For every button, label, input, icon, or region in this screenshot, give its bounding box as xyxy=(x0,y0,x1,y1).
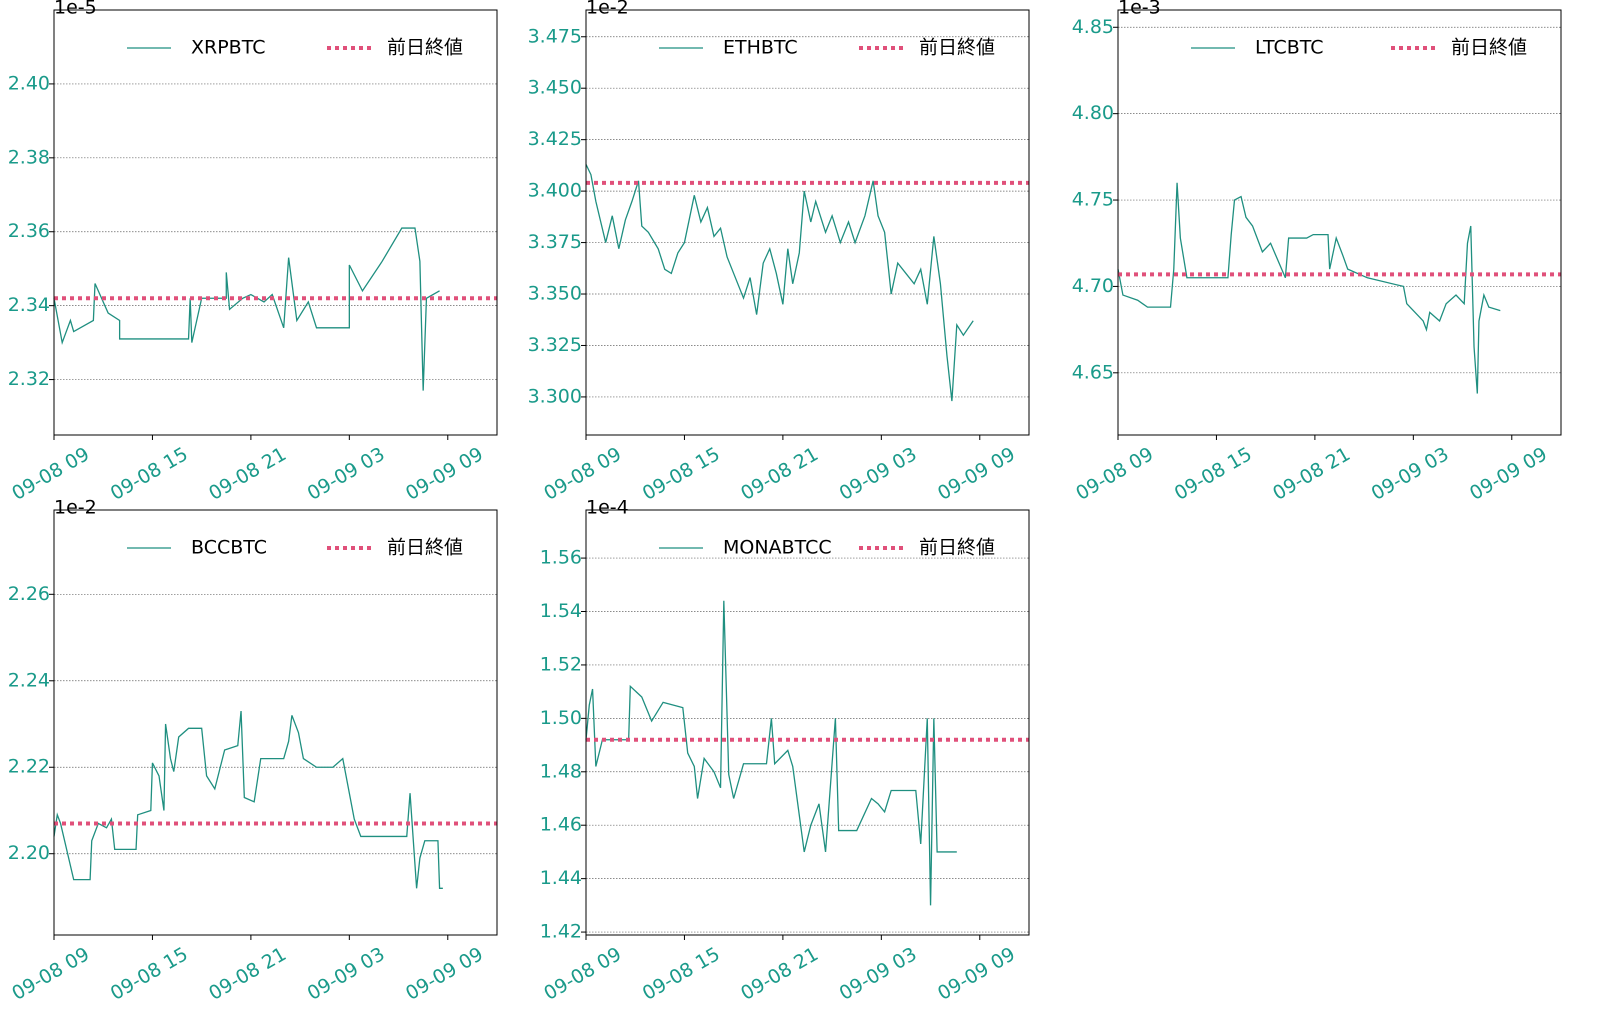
x-tick-label: 09-08 09 xyxy=(540,943,625,1005)
y-tick-label: 3.400 xyxy=(528,180,582,202)
x-tick-label: 09-09 09 xyxy=(934,943,1019,1005)
x-tick-label: 09-09 03 xyxy=(304,443,389,505)
y-tick-label: 1.50 xyxy=(540,707,582,729)
y-tick-label: 3.300 xyxy=(528,385,582,407)
y-tick-label: 4.65 xyxy=(1072,361,1114,383)
x-tick-label: 09-09 09 xyxy=(934,443,1019,505)
y-tick-label: 2.20 xyxy=(8,842,50,864)
plot-frame xyxy=(1117,9,1562,436)
y-tick-label: 2.34 xyxy=(8,294,50,316)
y-tick-label: 1.46 xyxy=(540,814,582,836)
subplot: 1e-3 4.65 4.70 4.75 4.80 4.85 09-08 09 09-08 15… xyxy=(1072,0,1562,505)
x-tick-label: 09-08 09 xyxy=(1072,443,1157,505)
y-tick-label: 2.22 xyxy=(8,756,50,778)
price-line xyxy=(585,600,957,906)
y-tick-label: 2.26 xyxy=(8,583,50,605)
legend-label: 前日終値 xyxy=(1451,37,1527,59)
price-line xyxy=(53,710,443,889)
legend-label: BCCBTC xyxy=(191,537,267,559)
y-tick-label: 3.475 xyxy=(528,25,582,47)
y-tick-label: 3.325 xyxy=(528,334,582,356)
y-tick-label: 1.56 xyxy=(540,547,582,569)
price-line xyxy=(585,164,974,402)
x-tick-label: 09-08 15 xyxy=(107,943,192,1005)
axis-offset-label: 1e-2 xyxy=(54,497,97,519)
axis-offset-label: 1e-5 xyxy=(54,0,97,19)
x-tick-label: 09-08 21 xyxy=(737,443,822,505)
x-tick-label: 09-09 09 xyxy=(402,943,487,1005)
y-tick-label: 3.450 xyxy=(528,77,582,99)
axis-offset-label: 1e-4 xyxy=(586,497,629,519)
axis-offset-label: 1e-3 xyxy=(1118,0,1161,19)
x-tick-label: 09-08 21 xyxy=(205,943,290,1005)
x-tick-label: 09-09 09 xyxy=(1466,443,1551,505)
x-tick-label: 09-08 15 xyxy=(639,943,724,1005)
y-tick-label: 4.80 xyxy=(1072,102,1114,124)
plot-frame xyxy=(585,509,1030,936)
y-tick-label: 4.75 xyxy=(1072,189,1114,211)
x-tick-label: 09-09 03 xyxy=(836,943,921,1005)
subplot: 1e-4 1.42 1.44 1.46 1.48 1.50 1.52 1.54 1.56 09-0… xyxy=(540,497,1030,1005)
price-line xyxy=(1117,182,1501,394)
x-tick-label: 09-09 03 xyxy=(304,943,389,1005)
x-tick-label: 09-08 15 xyxy=(107,443,192,505)
legend-label: 前日終値 xyxy=(919,37,995,59)
y-tick-label: 2.32 xyxy=(8,368,50,390)
y-tick-label: 1.48 xyxy=(540,760,582,782)
y-tick-label: 2.24 xyxy=(8,669,50,691)
price-line xyxy=(53,227,440,391)
x-tick-label: 09-08 09 xyxy=(8,943,93,1005)
y-tick-label: 3.350 xyxy=(528,283,582,305)
plot-frame xyxy=(53,509,498,936)
y-tick-label: 2.40 xyxy=(8,72,50,94)
plot-frame xyxy=(585,9,1030,436)
y-tick-label: 4.85 xyxy=(1072,16,1114,38)
x-tick-label: 09-08 21 xyxy=(737,943,822,1005)
legend-label: ETHBTC xyxy=(723,37,798,59)
y-tick-label: 3.425 xyxy=(528,128,582,150)
x-tick-label: 09-09 09 xyxy=(402,443,487,505)
y-tick-label: 1.54 xyxy=(540,600,582,622)
legend-label: 前日終値 xyxy=(919,537,995,559)
x-tick-label: 09-08 15 xyxy=(639,443,724,505)
x-tick-label: 09-09 03 xyxy=(1368,443,1453,505)
y-tick-label: 3.375 xyxy=(528,231,582,253)
x-tick-label: 09-08 15 xyxy=(1171,443,1256,505)
axis-offset-label: 1e-2 xyxy=(586,0,629,19)
y-tick-label: 1.52 xyxy=(540,653,582,675)
subplot: 1e-2 3.300 3.325 3.350 3.375 3.400 3.425 3.450 3… xyxy=(528,0,1030,505)
legend-label: XRPBTC xyxy=(191,37,265,59)
x-tick-label: 09-08 21 xyxy=(205,443,290,505)
y-tick-label: 2.36 xyxy=(8,220,50,242)
legend-label: 前日終値 xyxy=(387,537,463,559)
y-tick-label: 2.38 xyxy=(8,146,50,168)
y-tick-label: 1.44 xyxy=(540,867,582,889)
x-tick-label: 09-09 03 xyxy=(836,443,921,505)
x-tick-label: 09-08 21 xyxy=(1269,443,1354,505)
y-tick-label: 1.42 xyxy=(540,921,582,943)
y-tick-label: 4.70 xyxy=(1072,275,1114,297)
legend-label: 前日終値 xyxy=(387,37,463,59)
legend-label: MONABTCC xyxy=(723,537,832,559)
plot-frame xyxy=(53,9,498,436)
legend-label: LTCBTC xyxy=(1255,37,1324,59)
